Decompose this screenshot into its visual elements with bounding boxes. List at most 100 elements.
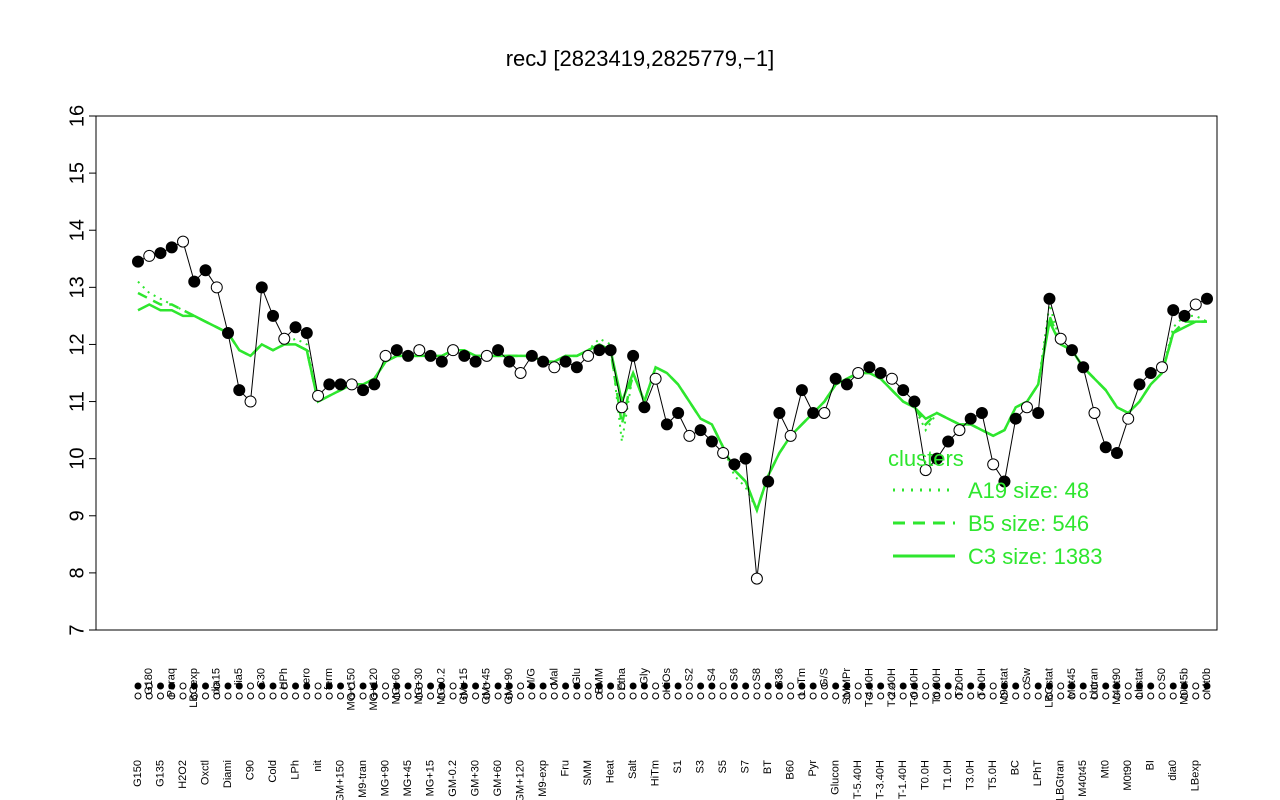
x-marker-dot [742,682,750,690]
x-tick-label: MG+150 [346,668,358,711]
x-marker-dot [202,682,210,690]
x-tick-label: Fru [560,760,572,777]
x-tick-label: Diami [222,760,234,788]
x-marker-dot [955,692,963,700]
x-marker-dot [843,682,851,690]
x-marker-dot [168,682,176,690]
x-marker-dot [742,692,750,700]
data-point [435,355,448,368]
x-marker-dot [843,692,851,700]
x-marker-dot [607,682,615,690]
x-marker-dot [832,692,840,700]
data-point [222,327,235,340]
x-tick-label: Gly [638,668,650,685]
x-marker-dot [910,692,918,700]
data-point [177,235,190,248]
x-tick-label: T-0.40H [908,668,920,707]
x-tick-label: MG+60 [391,668,403,704]
data-point [840,378,853,391]
data-point [694,424,707,437]
x-tick-label: M9-exp [537,760,549,797]
x-marker-dot [528,682,536,690]
x-marker-dot [213,692,221,700]
x-marker-dot [1102,692,1110,700]
x-marker-dot [877,692,885,700]
x-tick-label: BMM [593,668,605,694]
x-tick-label: G135 [154,760,166,787]
data-point [638,401,651,414]
x-marker-dot [258,692,266,700]
data-point [998,475,1011,488]
data-point [593,344,606,357]
x-marker-dot [1023,682,1031,690]
x-marker-dot [607,692,615,700]
x-tick-label: LPhT [1032,760,1044,787]
x-tick-label: M0t45 [1066,668,1078,699]
data-point [548,361,561,374]
data-point [458,349,471,362]
x-tick-label: nit [312,760,324,772]
x-marker-dot [922,682,930,690]
x-marker-dot [337,682,345,690]
x-marker-dot [1034,692,1042,700]
x-marker-dot [1180,692,1188,700]
x-marker-dot [1203,692,1211,700]
data-point [1155,361,1168,374]
data-point [1032,406,1045,419]
x-marker-dot [944,692,952,700]
x-tick-label: Oxctl [199,760,211,785]
x-marker-dot [550,692,558,700]
data-point [1054,332,1067,345]
data-point [818,406,831,419]
x-marker-dot [595,692,603,700]
data-point [165,241,178,254]
x-marker-dot [832,682,840,690]
data-point [368,378,381,391]
x-tick-label: Mt0 [1100,760,1112,778]
x-tick-label: SMMPr [841,668,853,705]
y-tick-label: 15 [66,162,88,184]
x-tick-label: B36 [773,668,785,688]
x-marker-dot [910,682,918,690]
x-marker-dot [730,682,738,690]
x-marker-dot [933,692,941,700]
data-point [762,475,775,488]
x-marker-dot [134,692,142,700]
x-marker-dot [1068,692,1076,700]
x-tick-label: T-3.40H [875,760,887,799]
data-point [323,378,336,391]
x-marker-dot [1147,692,1155,700]
x-marker-dot [145,682,153,690]
x-tick-label: T-2.40H [886,668,898,707]
x-tick-label: LBGstat [1043,668,1055,708]
x-marker-dot [967,682,975,690]
x-tick-label: S2 [683,668,695,681]
x-marker-dot [629,682,637,690]
x-marker-dot [325,682,333,690]
x-tick-label: Pyr [807,760,819,777]
x-tick-label: GM+60 [492,760,504,796]
data-point [1144,367,1157,379]
x-marker-dot [224,682,232,690]
x-tick-label: T0.30H [931,668,943,704]
x-marker-dot [1057,682,1065,690]
x-tick-label: aero [301,668,313,690]
x-tick-label: HiTm [650,760,662,786]
data-point [1133,378,1146,391]
data-point [503,355,516,368]
y-tick-label: 16 [66,105,88,127]
x-marker-dot [854,692,862,700]
data-points [132,235,1213,585]
y-tick-label: 11 [66,391,88,412]
x-marker-dot [517,682,525,690]
x-marker-dot [179,682,187,690]
x-marker-dot [460,692,468,700]
data-point [390,344,403,357]
x-tick-label: Etha [616,667,628,691]
x-marker-dot [1045,682,1053,690]
x-tick-label: LBGexp [188,668,200,708]
x-tick-label: BT [762,760,774,774]
x-marker-dot [1000,692,1008,700]
x-marker-dot [809,682,817,690]
x-marker-dot [573,682,581,690]
